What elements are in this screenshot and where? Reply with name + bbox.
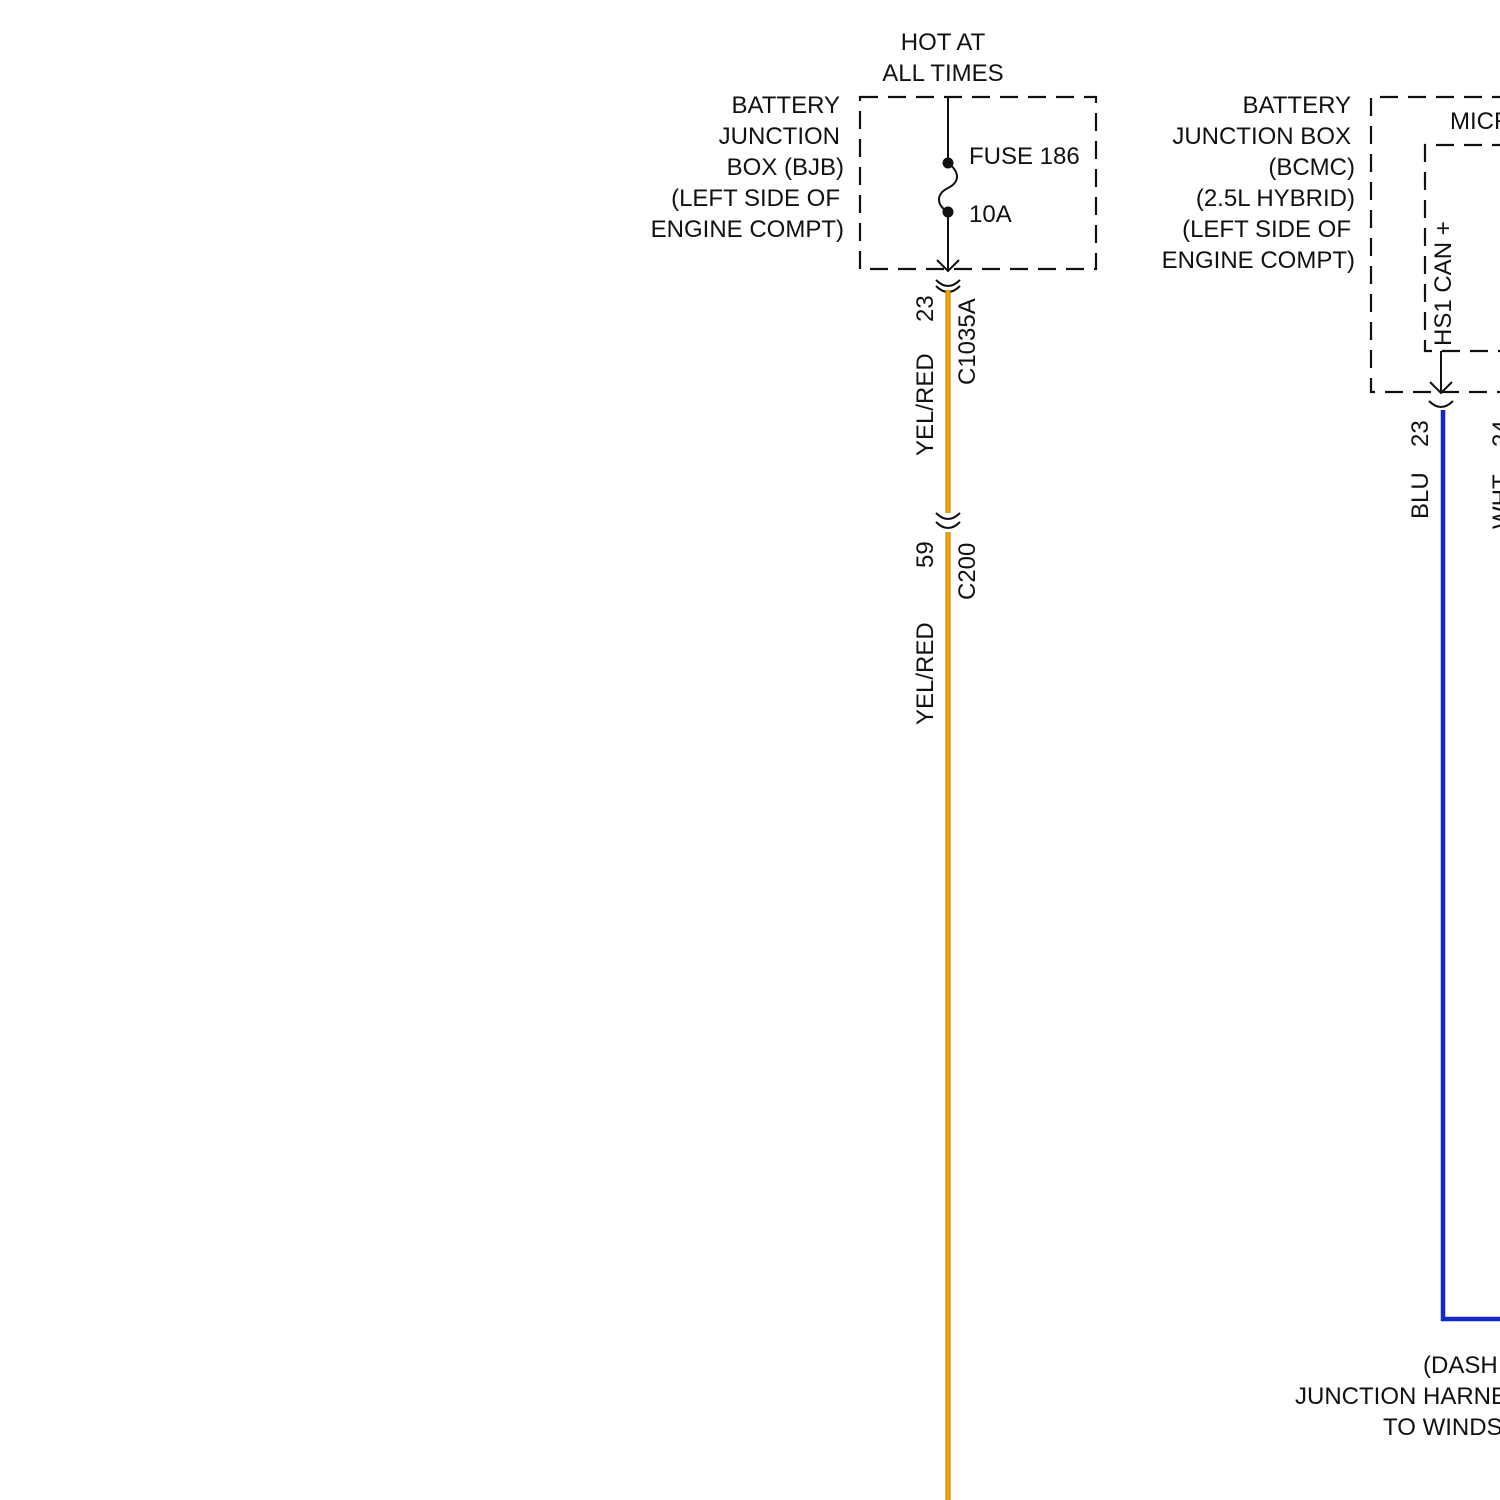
inner-module-label: MICR	[1450, 108, 1500, 135]
bjb-label-line2: JUNCTION	[719, 123, 840, 150]
bcmc-label-line6: ENGINE COMPT)	[1162, 247, 1355, 274]
wire-blu	[1440, 410, 1500, 1322]
inner-module-frame	[1423, 143, 1500, 353]
connector-c200-symbol	[935, 512, 961, 520]
dash-junction-label-line1: (DASH	[1423, 1352, 1498, 1379]
pin-arrow-icon	[936, 259, 960, 273]
fuse-name-label: FUSE 186	[969, 143, 1080, 170]
fuse-rating-label: 10A	[969, 201, 1012, 228]
bcmc-label-line2: JUNCTION BOX	[1172, 123, 1351, 150]
pin-23-label: 23	[1407, 420, 1434, 447]
pin-arrow-icon	[1429, 381, 1453, 395]
bjb-label-line1: BATTERY	[732, 92, 840, 119]
connector-c1035a-symbol	[935, 279, 961, 287]
connector-c200-name: C200	[954, 543, 981, 600]
bcmc-label-line4: (2.5L HYBRID)	[1196, 185, 1355, 212]
pin-24-label: 24	[1488, 420, 1500, 447]
bcmc-component-frame	[1369, 95, 1500, 394]
connector-c200-pin: 59	[912, 541, 939, 568]
wire-blu-color-label: BLU	[1407, 472, 1434, 519]
bjb-label-line4: (LEFT SIDE OF	[671, 185, 840, 212]
fuse-symbol	[938, 97, 958, 270]
wire-1-color-label: YEL/RED	[912, 353, 939, 456]
dash-junction-label-line2: JUNCTION HARNE	[1295, 1383, 1500, 1410]
connector-c1035a-name: C1035A	[954, 298, 981, 385]
connector-symbol-pin-23	[1428, 400, 1454, 408]
wire-wht-color-label: WHT	[1488, 474, 1500, 529]
hs1-can-plus-label: HS1 CAN +	[1430, 221, 1457, 346]
wire-2-color-label: YEL/RED	[912, 622, 939, 725]
right-circuit: BATTERY JUNCTION BOX (BCMC) (2.5L HYBRID…	[1162, 92, 1500, 1441]
dash-junction-label-line3: TO WINDS	[1383, 1414, 1500, 1441]
bcmc-label-line1: BATTERY	[1243, 92, 1351, 119]
bcmc-label-line3: (BCMC)	[1268, 154, 1355, 181]
bjb-component-frame	[858, 95, 1098, 271]
hot-at-all-times-label-line2: ALL TIMES	[882, 60, 1003, 87]
left-circuit: HOT AT ALL TIMES BATTERY JUNCTION BOX (B…	[651, 29, 1098, 1500]
bjb-label-line5: ENGINE COMPT)	[651, 216, 844, 243]
hot-at-all-times-label-line1: HOT AT	[901, 29, 986, 56]
bjb-label-line3: BOX (BJB)	[727, 154, 844, 181]
connector-c1035a-pin: 23	[912, 295, 939, 322]
bcmc-label-line5: (LEFT SIDE OF	[1182, 216, 1351, 243]
